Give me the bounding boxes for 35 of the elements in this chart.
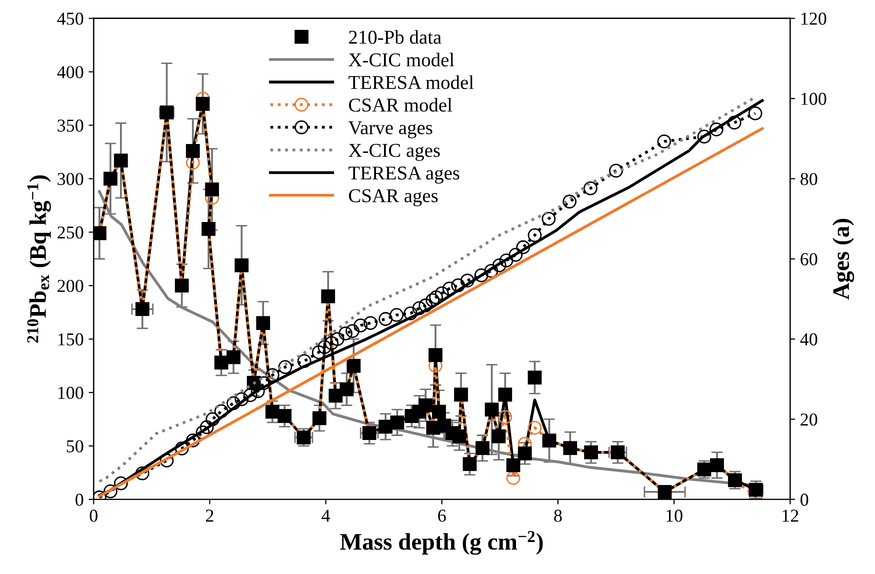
y-tick-label: 250 [58, 226, 84, 239]
y-tick-label: 300 [58, 172, 84, 186]
x-tick-label: 12 [782, 510, 798, 522]
y2-axis-title: Ages (a) [832, 218, 854, 300]
y2-tick-label: 100 [801, 92, 826, 105]
legend-label: TERESA ages [348, 166, 460, 184]
legend-label: 210-Pb data [349, 30, 442, 44]
y2-tick-label: 20 [800, 413, 818, 426]
y2-tick-label: 40 [800, 333, 818, 346]
y-tick-label: 400 [57, 66, 84, 78]
y-tick-label: 50 [66, 440, 84, 452]
x-tick-label: 2 [206, 510, 214, 522]
x-axis-title: Mass depth (g cm$^{−2}$) [340, 531, 543, 555]
y-tick-label: 100 [58, 386, 84, 399]
y2-tick-label: 60 [800, 253, 818, 266]
legend-label: TERESA model [348, 75, 474, 90]
legend-label: CSAR ages [348, 189, 438, 206]
legend-label: X-CIC model [348, 52, 454, 66]
y2-tick-label: 80 [800, 172, 818, 186]
x-tick-label: 0 [90, 510, 98, 522]
y-tick-label: 150 [58, 333, 84, 346]
x-tick-label: 8 [554, 510, 562, 522]
y2-tick-label: 120 [801, 12, 826, 25]
y2-tick-label: 0 [800, 494, 808, 506]
y-axis-title: $^{210}$Pb$_{ex}$ (Bq kg$^{−1}$) [27, 175, 51, 343]
x-tick-label: 6 [438, 510, 446, 522]
legend-label: CSAR model [348, 98, 452, 112]
y-tick-label: 450 [57, 12, 84, 25]
legend-label: X-CIC ages [348, 144, 440, 161]
y-tick-label: 200 [58, 280, 84, 292]
legend-label: Varve ages [348, 121, 432, 138]
y-tick-label: 350 [58, 120, 84, 132]
x-tick-label: 10 [666, 510, 682, 522]
x-tick-label: 4 [322, 510, 330, 522]
y-tick-label: 0 [76, 494, 84, 506]
